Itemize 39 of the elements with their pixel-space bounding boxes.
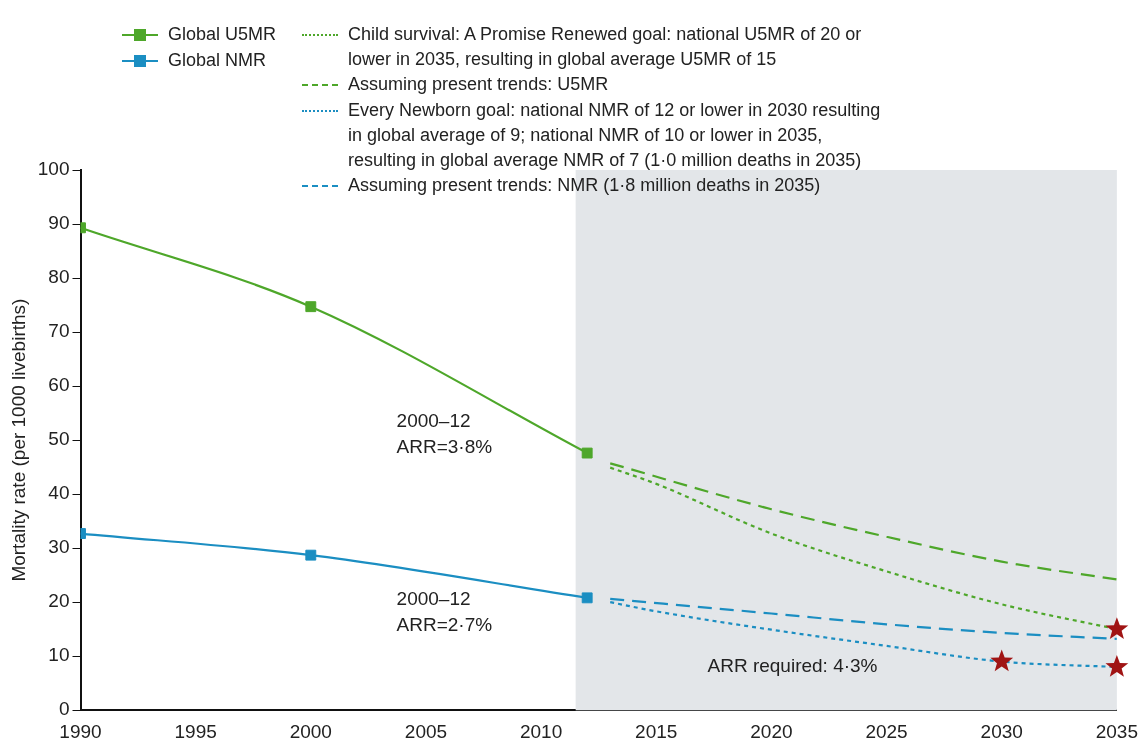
annotation: ARR required: 4·3%: [707, 655, 878, 677]
x-tick-label: 2025: [865, 720, 908, 742]
annotation: 2000–12 ARR=2·7%: [396, 588, 493, 636]
legend-label: Assuming present trends: NMR (1·8 million deaths in 2035): [348, 174, 822, 197]
legend-label: Child survival: A Promise Renewed goal: national U5MR of 20 or lower in 2035, resulting in global average U5MR of 15: [348, 23, 863, 71]
legend-label: Global U5MR: [168, 23, 277, 46]
y-tick-label: 40: [48, 482, 70, 504]
point: [1105, 654, 1129, 677]
x-tick-label: 2010: [519, 720, 563, 742]
line-series: [609, 462, 1117, 581]
x-tick-label: 2030: [980, 720, 1023, 742]
point: [1105, 617, 1129, 639]
y-tick-label: 100: [37, 158, 70, 180]
y-tick-label: 0: [58, 698, 70, 720]
x-tick-label: 2005: [404, 720, 448, 742]
y-axis-title: Mortality rate (per 1000 livebirths): [7, 298, 29, 582]
legend-label: Every Newborn goal: national NMR of 12 or lower in 2030 resulting in global average of 9; national NMR of 10 or lower in 2035, resulting in global average NMR of 7 (1·0 million deaths in 2035): [348, 99, 882, 172]
annotation: 2000–12 ARR=3·8%: [396, 409, 493, 457]
legend-label: Global NMR: [168, 49, 267, 72]
y-tick-label: 10: [48, 644, 70, 666]
y-tick-label: 60: [48, 374, 70, 396]
x-tick-label: 1995: [174, 720, 217, 742]
point: [305, 301, 317, 313]
point: [305, 549, 317, 561]
point: [990, 649, 1014, 672]
y-tick-label: 70: [48, 320, 70, 342]
y-tick-label: 50: [48, 428, 70, 450]
point: [581, 592, 593, 604]
y-tick-label: 30: [48, 536, 70, 558]
y-tick-label: 90: [48, 212, 70, 234]
point: [581, 447, 593, 459]
x-tick-label: 2035: [1095, 720, 1139, 742]
x-tick-label: 1990: [59, 720, 102, 742]
y-tick-label: 80: [48, 266, 70, 288]
x-tick-label: 2015: [635, 720, 678, 742]
y-tick-label: 20: [48, 590, 70, 612]
x-tick-label: 2020: [750, 720, 793, 742]
legend-label: Assuming present trends: U5MR: [348, 73, 610, 96]
x-tick-label: 2000: [289, 720, 332, 742]
